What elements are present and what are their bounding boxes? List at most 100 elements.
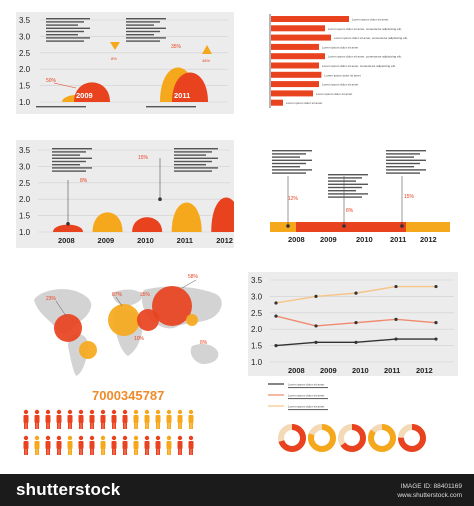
point-marker [434, 321, 438, 325]
timeline-marker [286, 224, 290, 228]
bar-label: Lorem ipsum dolor sit amet [286, 101, 322, 105]
panel-line-chart: 3.5 3.0 2.5 2.0 1.5 1.0 2008 2009 2010 2011 2012 [248, 272, 458, 376]
placeholder-text [288, 398, 328, 400]
person-icon [78, 441, 84, 449]
placeholder-text [328, 186, 362, 189]
person-icon [81, 423, 83, 429]
person-icon [78, 435, 84, 441]
person-icon [34, 441, 40, 449]
person-icon [24, 449, 26, 455]
bubble-mark [152, 286, 192, 326]
placeholder-text [52, 151, 86, 153]
x-tick-label: 2008 [58, 236, 75, 245]
person-icon [156, 423, 158, 429]
person-icon [23, 409, 29, 415]
panel-world-map: 23% 87% 8% 10% 35% 58% [16, 272, 240, 468]
placeholder-text [174, 154, 206, 156]
person-icon [79, 423, 81, 429]
annotation-leader [55, 300, 67, 317]
person-icon [59, 449, 61, 455]
bubble-mark [186, 314, 198, 326]
y-tick-label: 1.5 [19, 82, 31, 91]
person-icon [188, 415, 194, 423]
person-icon [34, 435, 40, 441]
person-icon [155, 441, 161, 449]
person-icon [89, 415, 95, 423]
person-icon [78, 409, 84, 415]
y-tick-label: 2.5 [19, 179, 31, 188]
area-mark [211, 197, 242, 232]
placeholder-text [36, 106, 86, 108]
person-icon [122, 441, 128, 449]
placeholder-text [46, 27, 90, 29]
x-tick-label: 2008 [288, 235, 305, 244]
placeholder-text [46, 30, 84, 33]
point-marker [354, 291, 358, 295]
person-icon [23, 415, 29, 423]
person-icon [46, 423, 48, 429]
person-icon [136, 449, 138, 455]
person-icon [56, 435, 62, 441]
y-tick-label: 2.0 [19, 65, 31, 74]
bar [271, 81, 319, 88]
up-triangle-icon [202, 45, 212, 54]
person-icon [177, 435, 183, 441]
annotation: 15% [404, 194, 415, 200]
area-chart-2: 3.5 3.0 2.5 2.0 1.5 1.0 2009 2011 50% 35% 8% 48% [19, 16, 228, 108]
bubble-mark [79, 341, 97, 359]
bar-label: Lorem ipsum dolor sit amet [352, 18, 388, 22]
person-icon [57, 423, 59, 429]
placeholder-text [328, 183, 368, 185]
person-icon [100, 441, 106, 449]
y-tick-label: 2.0 [19, 195, 31, 204]
placeholder-text [174, 157, 218, 159]
person-icon [100, 435, 106, 441]
placeholder-text [272, 153, 306, 155]
bar-label: Lorem ipsum dolor sit amet [324, 73, 360, 77]
placeholder-text [52, 167, 92, 169]
category-label: 2011 [174, 91, 190, 100]
person-icon [147, 423, 149, 429]
placeholder-text [126, 27, 166, 29]
person-icon [68, 423, 70, 429]
indicator-label: 48% [202, 58, 210, 63]
placeholder-text [328, 177, 362, 179]
placeholder-text [328, 196, 362, 198]
person-icon [112, 449, 114, 455]
person-icon [166, 435, 172, 441]
bar-label: Lorem ipsum dolor sit amet, consectetur … [322, 64, 396, 68]
person-icon [188, 435, 194, 441]
y-tick-label: 3.5 [19, 146, 31, 155]
person-icon [67, 415, 73, 423]
annotation-leader [115, 296, 123, 307]
placeholder-text [52, 170, 86, 172]
person-icon [70, 423, 72, 429]
bar [271, 99, 283, 106]
placeholder-text [174, 167, 218, 169]
person-icon [145, 449, 147, 455]
annotation: 87% [112, 292, 123, 298]
bar [271, 53, 325, 60]
placeholder-text [272, 159, 312, 161]
person-icon [89, 441, 95, 449]
person-icon [134, 423, 136, 429]
y-tick-label: 1.5 [251, 342, 263, 351]
placeholder-text [46, 24, 78, 26]
person-icon [134, 449, 136, 455]
series-line [275, 315, 437, 327]
placeholder-text [126, 37, 166, 39]
bar-label: Lorem ipsum dolor sit amet, consectetur … [328, 55, 402, 59]
person-icon [100, 409, 106, 415]
site-text: www.shutterstock.com [397, 492, 462, 499]
placeholder-text [46, 34, 78, 36]
y-tick-label: 1.0 [19, 98, 31, 107]
x-tick-label: 2008 [288, 366, 305, 375]
placeholder-text [328, 180, 356, 182]
timeline-marker [342, 224, 346, 228]
placeholder-text [272, 169, 312, 171]
placeholder-text [52, 160, 86, 163]
bar-label: Lorem ipsum dolor sit amet [316, 92, 352, 96]
person-icon [180, 423, 182, 429]
person-icon [34, 415, 40, 423]
person-icon [92, 449, 94, 455]
